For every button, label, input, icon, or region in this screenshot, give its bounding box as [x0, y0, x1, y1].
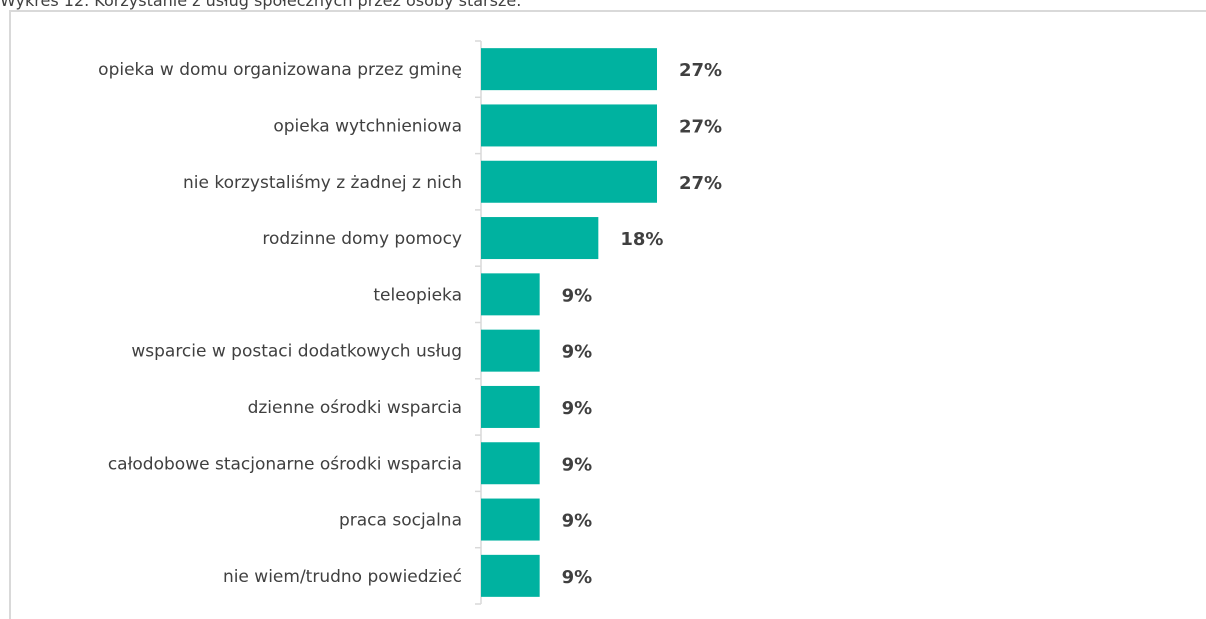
category-label: praca socjalna [339, 511, 462, 531]
bar [481, 385, 540, 428]
value-label: 9% [562, 454, 593, 475]
bar [481, 329, 540, 372]
category-label: opieka w domu organizowana przez gminę [98, 60, 462, 80]
bar [481, 273, 540, 316]
category-label: wsparcie w postaci dodatkowych usług [131, 342, 462, 362]
category-label: rodzinne domy pomocy [262, 229, 462, 249]
chart-caption: Wykres 12. Korzystanie z usług społeczny… [0, 0, 522, 10]
bar [481, 48, 657, 91]
value-label: 27% [679, 60, 722, 81]
bar [481, 160, 657, 203]
value-label: 9% [562, 342, 593, 363]
bar [481, 498, 540, 541]
value-label: 27% [679, 173, 722, 194]
category-label: nie wiem/trudno powiedzieć [223, 567, 462, 587]
value-label: 18% [620, 229, 663, 250]
category-labels: opieka w domu organizowana przez gminę op… [98, 60, 462, 587]
value-label: 9% [562, 567, 593, 588]
chart-frame [9, 10, 1206, 619]
category-label: opieka wytchnieniowa [273, 116, 462, 136]
bar [481, 104, 657, 147]
value-label: 27% [679, 116, 722, 137]
category-label: dzienne ośrodki wsparcia [248, 398, 462, 418]
category-label: teleopieka [373, 285, 462, 305]
category-label: nie korzystaliśmy z żadnej z nich [183, 173, 462, 193]
bars-group [481, 48, 657, 597]
value-label: 9% [562, 511, 593, 532]
bar [481, 442, 540, 485]
bar [481, 217, 599, 260]
bar [481, 554, 540, 597]
value-labels: 27% 27% 27% 18% 9% 9% 9% 9% 9% 9% [562, 60, 722, 588]
value-label: 9% [562, 285, 593, 306]
axis-ticks [475, 40, 481, 605]
category-label: całodobowe stacjonarne ośrodki wsparcia [108, 454, 462, 474]
value-label: 9% [562, 398, 593, 419]
